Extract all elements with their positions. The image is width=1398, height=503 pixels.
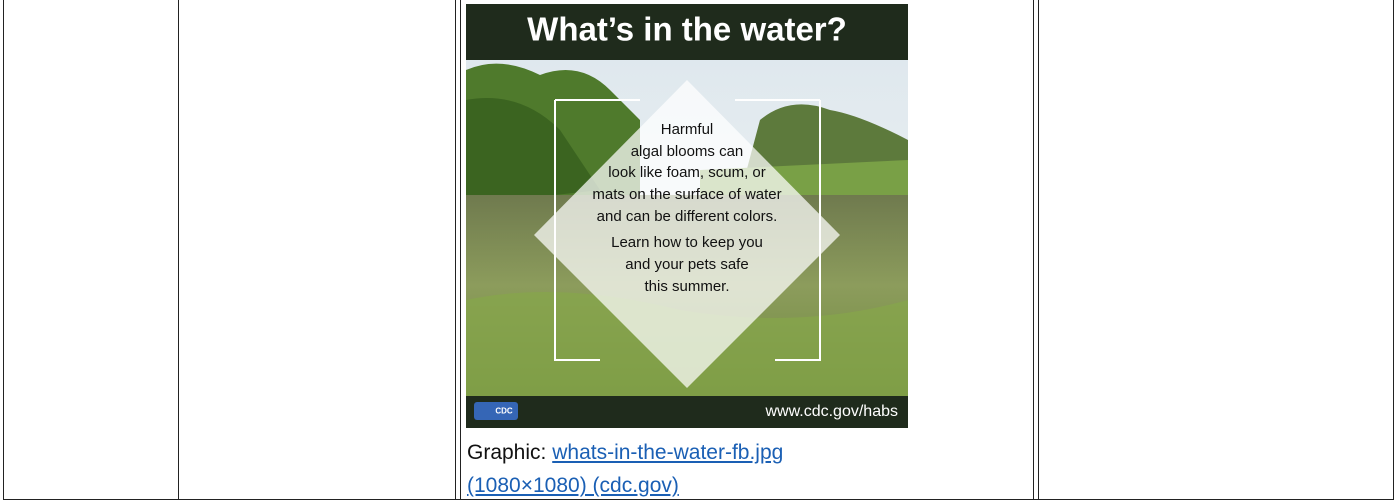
caption-label: Graphic: bbox=[467, 441, 546, 464]
message-line: mats on the surface of water bbox=[592, 186, 781, 203]
graphic-title: What’s in the water? bbox=[527, 11, 847, 48]
message-line: this summer. bbox=[644, 278, 729, 295]
logo-text: CDC bbox=[495, 407, 513, 416]
caption: Graphic: whats-in-the-water-fb.jpg (1080… bbox=[467, 436, 897, 502]
graphic-url: www.cdc.gov/habs bbox=[764, 403, 898, 420]
message-line: Learn how to keep you bbox=[611, 234, 763, 251]
message-line: algal blooms can bbox=[631, 143, 744, 160]
message-line: look like foam, scum, or bbox=[608, 164, 766, 181]
page: {"image": {"title": "What’s in the water… bbox=[0, 0, 1398, 503]
message-line: and can be different colors. bbox=[597, 208, 778, 225]
message-line: Harmful bbox=[661, 121, 714, 138]
graphic: What’s in the water? Harmful algal blooms… bbox=[466, 4, 908, 428]
message-line: and your pets safe bbox=[625, 256, 748, 273]
table-frame: What’s in the water? Harmful algal blooms… bbox=[0, 0, 1398, 503]
